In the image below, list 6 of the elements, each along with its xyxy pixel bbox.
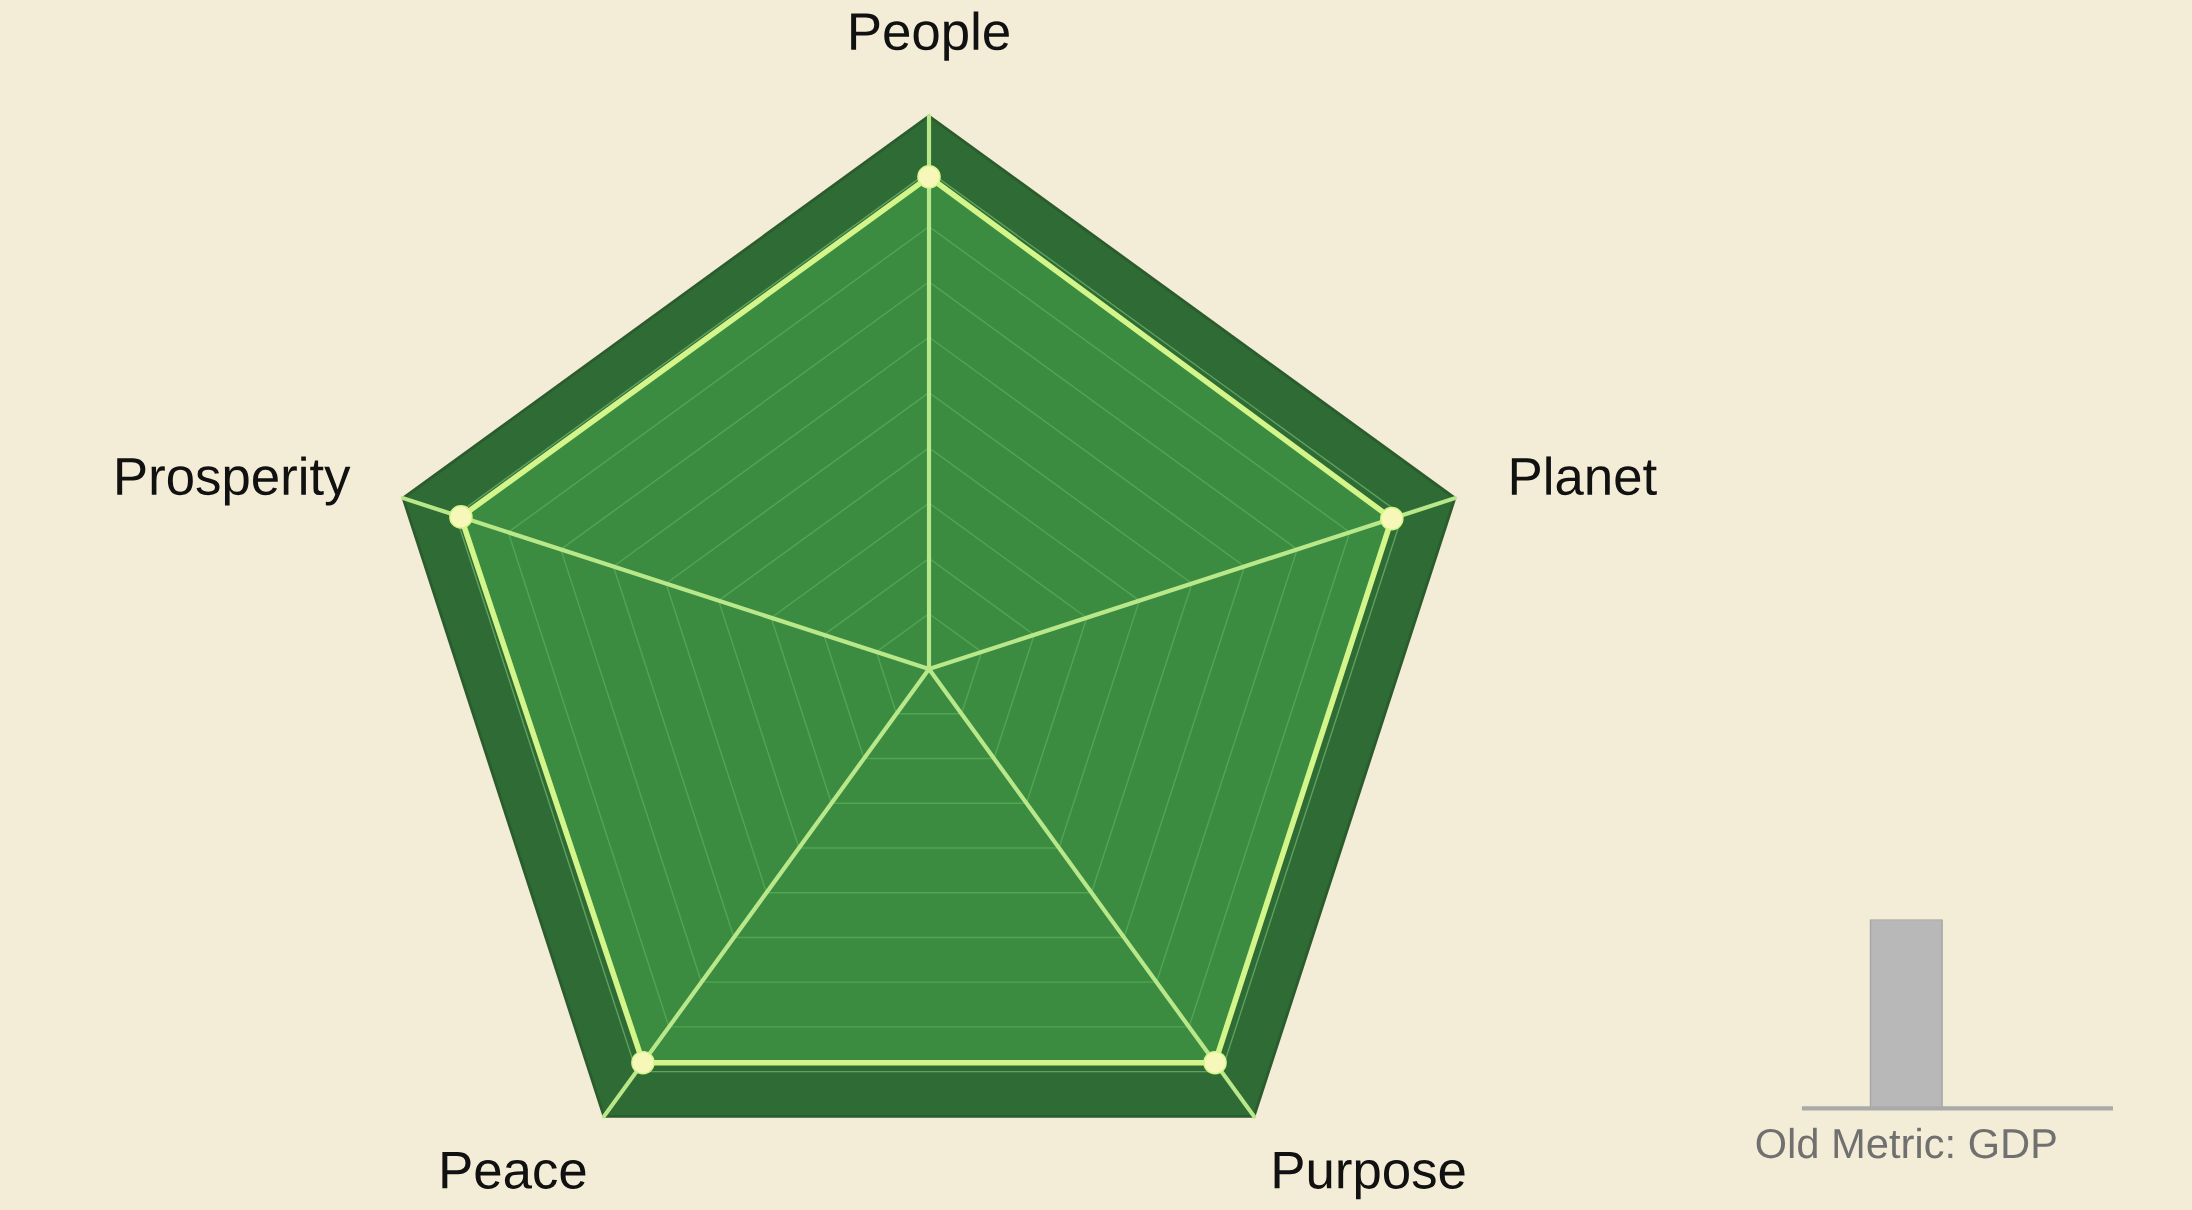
spoke-label: Prosperity (117, 456, 351, 506)
spoke-label: Planet (1511, 456, 1657, 496)
spoke-label: Peace (442, 1152, 586, 1189)
spoke-label: People (851, 11, 1009, 61)
spoke-label: Purpose (1274, 1152, 1465, 1200)
x-tick-label: Old Metric: GDP (1756, 1127, 2056, 1159)
